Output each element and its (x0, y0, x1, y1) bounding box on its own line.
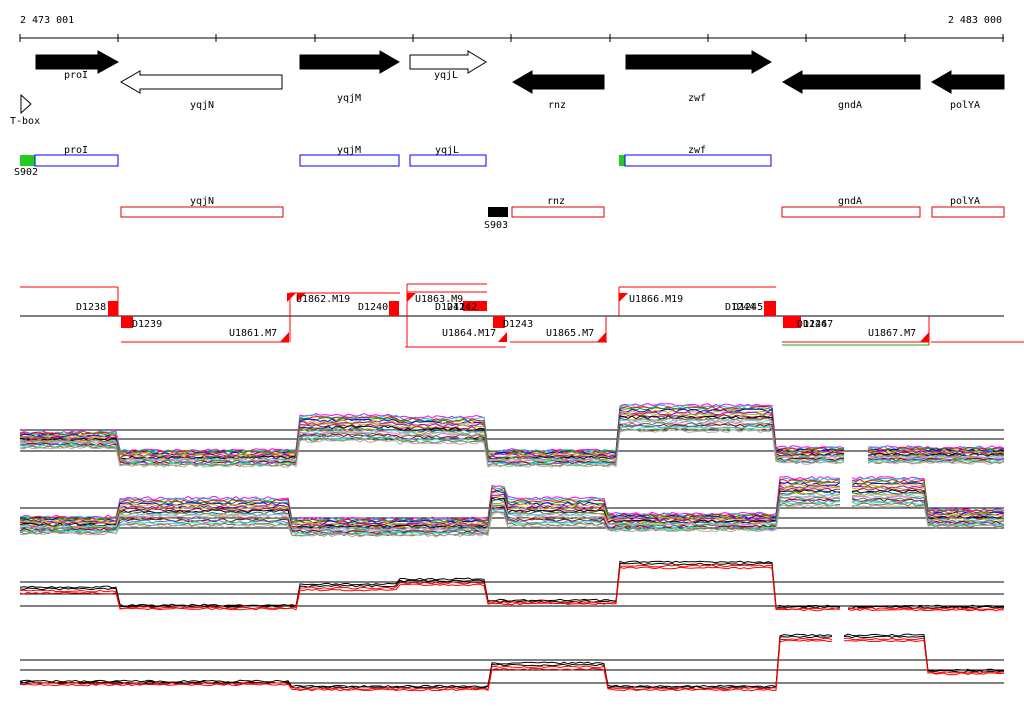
gene-label-gndA: gndA (838, 100, 862, 111)
tbox-marker[interactable]: T-box (10, 93, 40, 127)
forward-box-label: yqjM (337, 145, 361, 156)
reverse-box-label: polYA (950, 196, 980, 207)
transcript-label[interactable]: D1245 (733, 302, 763, 313)
s903-label: S903 (484, 220, 508, 231)
reverse-box-polYA[interactable]: polYA (931, 196, 1005, 218)
transcript-label[interactable]: U1862.M19 (296, 294, 350, 305)
forward-box-label: zwf (688, 145, 706, 156)
transcript-label[interactable]: U1866.M19 (629, 294, 683, 305)
expression-trace (19, 504, 1005, 538)
s903-marker[interactable] (488, 207, 508, 217)
transcript-label[interactable]: U1865.M7 (546, 328, 594, 339)
gene-label-zwf: zwf (688, 93, 706, 104)
reverse-box-rnz[interactable]: rnz (511, 196, 605, 218)
reverse-box-label: gndA (838, 196, 862, 207)
transcript-label[interactable]: D1238 (76, 302, 106, 313)
expression-trace (19, 404, 1005, 454)
gene-label-yqjM: yqjM (337, 93, 361, 104)
expression-panel-reverse-multi (19, 475, 1005, 538)
reverse-box-gndA[interactable]: gndA (781, 196, 921, 218)
transcript-label[interactable]: U1867.M7 (868, 328, 916, 339)
forward-box-yqjM[interactable]: yqjM (299, 145, 400, 167)
reverse-box-label: rnz (547, 196, 565, 207)
expression-trace (19, 429, 1005, 468)
expression-trace (19, 633, 1005, 688)
expression-trace (19, 408, 1005, 456)
gene-label-rnz: rnz (548, 100, 566, 111)
forward-box-label: proI (64, 145, 88, 156)
transcript-label[interactable]: D1239 (132, 319, 162, 330)
expression-trace (19, 566, 1005, 612)
gene-arrow-yqjN[interactable]: yqjN (120, 70, 283, 111)
expression-panel-forward-summary (19, 560, 1005, 612)
gene-arrow-gndA[interactable]: gndA (782, 70, 921, 111)
expression-trace (19, 639, 1005, 692)
expression-trace (19, 412, 1005, 458)
transcript-label[interactable]: D1247 (803, 319, 833, 330)
transcript-label[interactable]: D1242 (447, 302, 477, 313)
tbox-label: T-box (10, 116, 40, 127)
expression-trace (19, 402, 1005, 453)
transcript-label[interactable]: D1240 (358, 302, 388, 313)
expression-trace (19, 564, 1005, 611)
expression-trace (19, 407, 1005, 455)
reverse-box-label: yqjN (190, 196, 214, 207)
gene-arrow-yqjM[interactable]: yqjM (299, 50, 400, 104)
coordinate-ruler: 2 473 001 2 483 000 (19, 15, 1004, 42)
expression-panel-forward-multi (19, 402, 1005, 468)
gene-arrow-yqjL[interactable]: yqjL (409, 50, 487, 81)
expression-panel-reverse-summary (19, 633, 1005, 692)
s902-label: S902 (14, 167, 38, 178)
reverse-box-track: yqjN S903 rnz gndA polYA (120, 196, 1005, 231)
gene-arrow-proI[interactable]: proI (35, 50, 120, 81)
transcript-track: D1238 D1239 U1861.M7 U1862.M19 D1240 U18… (20, 283, 1024, 348)
transcript-label[interactable]: D1241 (435, 302, 465, 313)
forward-box-label: yqjL (435, 145, 459, 156)
gene-label-polYA: polYA (950, 100, 980, 111)
transcript-label[interactable]: D1246 (797, 319, 827, 330)
forward-box-zwf[interactable]: zwf (624, 145, 772, 167)
gene-arrow-polYA[interactable]: polYA (931, 70, 1005, 111)
forward-box-yqjL[interactable]: yqjL (409, 145, 487, 167)
reverse-box-yqjN[interactable]: yqjN (120, 196, 284, 218)
forward-box-proI[interactable]: proI (34, 145, 119, 167)
transcript-label[interactable]: D1244 (725, 302, 755, 313)
ruler-ticks (19, 34, 1004, 42)
transcript-label[interactable]: U1863.M9 (415, 294, 463, 305)
gene-track: proI yqjN yqjM yqjL rnz zwf gndA polYA (10, 50, 1005, 127)
expression-trace (19, 562, 1005, 609)
gene-label-yqjL: yqjL (434, 70, 458, 81)
gene-arrow-rnz[interactable]: rnz (512, 70, 605, 111)
expression-trace (19, 423, 1005, 465)
transcript-label[interactable]: U1864.M17 (442, 328, 496, 339)
gene-label-proI: proI (64, 70, 88, 81)
forward-box-track: S902 proI yqjM yqjL zwf (14, 145, 772, 178)
ruler-end-label: 2 483 000 (948, 15, 1002, 26)
ruler-start-label: 2 473 001 (20, 15, 74, 26)
gene-arrow-zwf[interactable]: zwf (625, 50, 772, 104)
s902-marker[interactable] (20, 155, 35, 166)
transcript-label[interactable]: U1861.M7 (229, 328, 277, 339)
transcript-label[interactable]: D1243 (503, 319, 533, 330)
expression-trace (19, 560, 1005, 608)
gene-label-yqjN: yqjN (190, 100, 214, 111)
expression-trace (19, 635, 1005, 689)
expression-trace (19, 416, 1005, 461)
